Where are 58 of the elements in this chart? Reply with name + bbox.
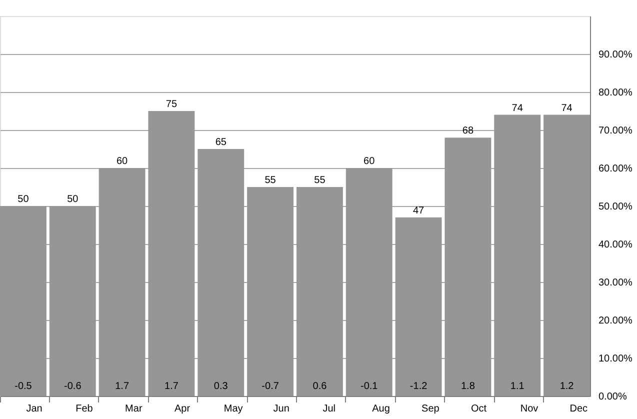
data-label: 47: [412, 205, 425, 216]
data-label: 55: [314, 175, 326, 186]
x-tick-label: May: [224, 404, 243, 414]
bar: [444, 138, 492, 396]
x-tick-label: Apr: [174, 404, 191, 414]
y-tick-label: 90.00%: [598, 50, 633, 60]
x-tick-label: Nov: [520, 404, 538, 414]
x-tick-label: Feb: [76, 404, 94, 414]
annotation: -0.5: [14, 381, 32, 392]
bar: [346, 168, 392, 396]
y-tick-label: 10.00%: [598, 354, 633, 364]
x-tick-label: Jun: [273, 404, 290, 414]
annotation: -0.7: [262, 381, 280, 392]
annotation: 1.2: [560, 381, 574, 392]
bar: [0, 206, 46, 396]
annotation: 1.8: [460, 381, 476, 392]
bar: [395, 217, 442, 396]
bar: [148, 111, 195, 396]
x-tick-label: Jan: [26, 404, 42, 414]
annotation: 0.6: [312, 381, 328, 392]
x-tick-label: Oct: [470, 404, 487, 414]
y-tick-label: 30.00%: [598, 278, 633, 288]
y-tick-label: 70.00%: [598, 126, 633, 136]
bar: [494, 114, 541, 396]
bar: [544, 114, 590, 396]
annotation: -0.6: [64, 381, 82, 392]
data-label: 74: [561, 102, 573, 114]
annotation: 1.7: [164, 381, 179, 392]
data-label: 75: [166, 99, 178, 110]
x-tick-label: Dec: [570, 404, 588, 414]
x-tick-label: Sep: [422, 404, 440, 414]
bar: [247, 187, 294, 396]
data-label: 60: [364, 156, 376, 167]
annotation: 1.7: [115, 381, 130, 392]
data-label: 55: [264, 175, 276, 186]
data-label: 68: [462, 126, 474, 137]
data-label: 50: [18, 194, 30, 205]
y-tick-label: 40.00%: [598, 240, 633, 250]
y-tick-label: 60.00%: [598, 164, 633, 174]
y-tick-label: 50.00%: [598, 202, 633, 212]
data-label: 60: [116, 156, 128, 167]
annotation: 1.1: [510, 381, 525, 392]
data-label: 50: [67, 194, 79, 205]
y-tick-label: 0.00%: [598, 392, 627, 402]
annotation: -0.1: [360, 381, 378, 392]
x-tick-label: Mar: [125, 404, 143, 414]
bar: [49, 206, 96, 396]
annotation: 0.3: [214, 381, 228, 392]
y-tick-label: 20.00%: [598, 316, 633, 326]
x-tick-label: Aug: [372, 404, 390, 414]
y-tick-label: 80.00%: [598, 88, 633, 98]
bar: [98, 168, 146, 396]
bar: [198, 149, 244, 396]
x-tick-label: Jul: [322, 404, 336, 414]
bar: [296, 187, 343, 396]
annotation: -1.2: [410, 381, 428, 392]
data-label: 65: [215, 137, 227, 148]
data-label: 74: [512, 102, 524, 114]
